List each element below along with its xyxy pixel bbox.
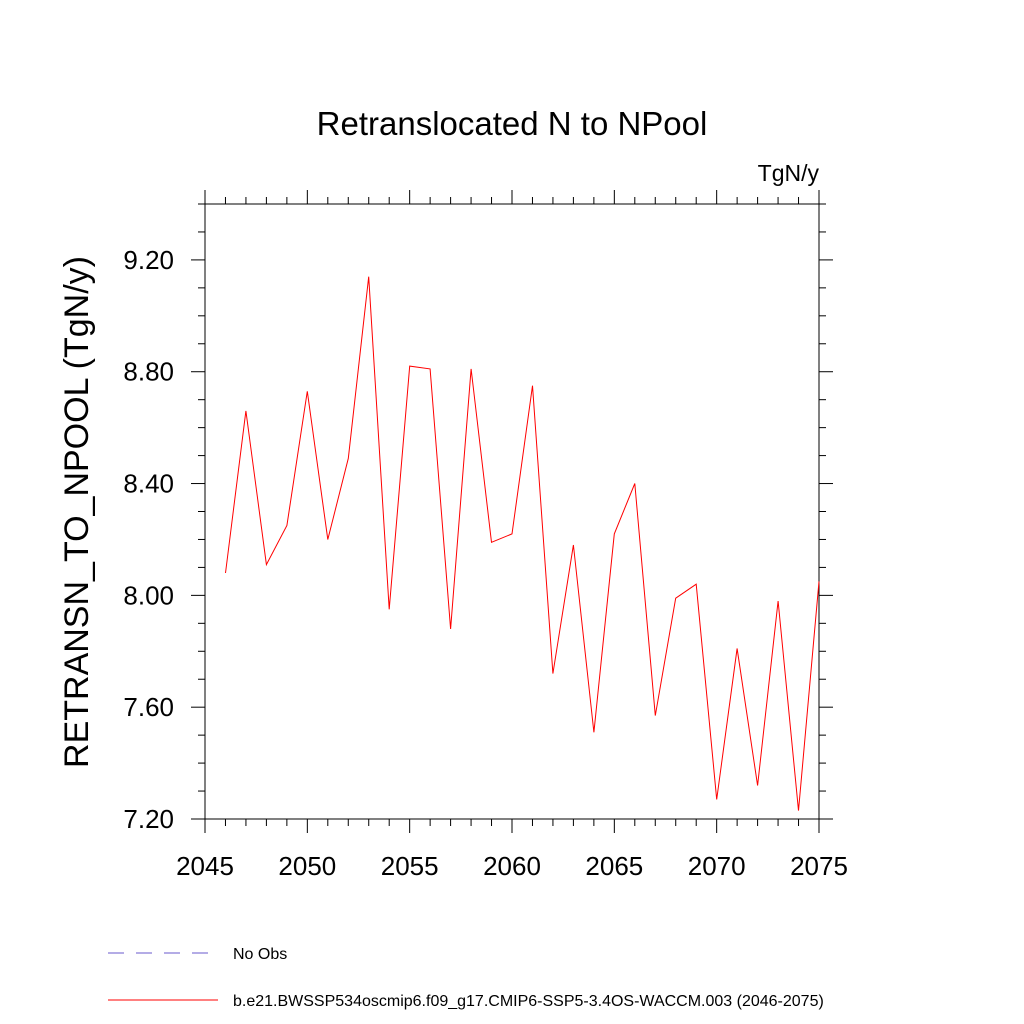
x-tick-label: 2070 bbox=[688, 851, 746, 881]
x-tick-label: 2065 bbox=[585, 851, 643, 881]
x-tick-label: 2060 bbox=[483, 851, 541, 881]
chart-title: Retranslocated N to NPool bbox=[317, 105, 708, 142]
y-tick-label: 8.80 bbox=[123, 357, 174, 387]
legend: No Obs b.e21.BWSSP534oscmip6.f09_g17.CMIP… bbox=[108, 946, 824, 1010]
axis-ticks bbox=[191, 190, 833, 833]
x-tick-label: 2045 bbox=[176, 851, 234, 881]
series-lines bbox=[225, 276, 820, 811]
legend-label: b.e21.BWSSP534oscmip6.f09_g17.CMIP6-SSP5… bbox=[233, 993, 824, 1010]
y-tick-label: 8.40 bbox=[123, 469, 174, 499]
y-tick-label: 7.60 bbox=[123, 692, 174, 722]
axis-tick-labels: 2045 2050 2055 2060 2065 2070 2075 7.20 7.60 8.00… bbox=[123, 245, 848, 881]
units-label: TgN/y bbox=[758, 160, 820, 186]
x-tick-label: 2075 bbox=[790, 851, 848, 881]
y-tick-label: 7.20 bbox=[123, 804, 174, 834]
y-tick-label: 8.00 bbox=[123, 580, 174, 610]
x-tick-label: 2055 bbox=[381, 851, 439, 881]
legend-label: No Obs bbox=[233, 946, 287, 963]
series-line bbox=[225, 276, 820, 811]
y-tick-label: 9.20 bbox=[123, 245, 174, 275]
x-tick-label: 2050 bbox=[278, 851, 336, 881]
y-axis-label: RETRANSN_TO_NPOOL (TgN/y) bbox=[58, 256, 96, 768]
